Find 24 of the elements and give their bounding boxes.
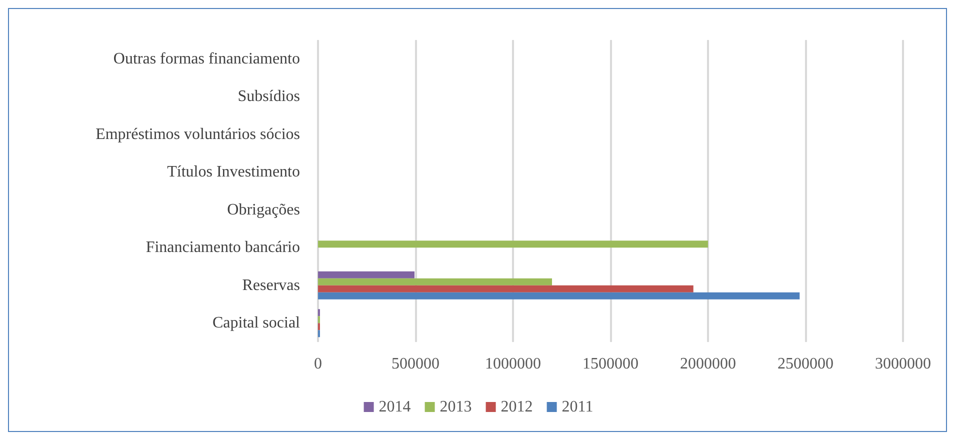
y-tick-label: Capital social	[212, 314, 301, 332]
x-tick-label: 1500000	[582, 356, 638, 372]
x-tick-label: 0	[314, 356, 322, 372]
y-tick-label: Obrigações	[227, 201, 300, 218]
y-tick-label: Outras formas financiamento	[113, 50, 300, 68]
x-tick-label: 500000	[392, 356, 440, 372]
legend-label: 2014	[378, 398, 411, 416]
y-tick-label: Financiamento bancário	[146, 239, 300, 256]
y-tick-label: Subsídios	[238, 88, 300, 106]
bar	[318, 271, 415, 278]
x-tick-label: 3000000	[875, 356, 931, 372]
legend-label: 2012	[500, 398, 533, 416]
legend-label: 2011	[562, 398, 594, 416]
bar	[318, 292, 800, 300]
bar	[318, 240, 708, 248]
x-tick-label: 1000000	[485, 356, 541, 372]
x-tick-label: 2500000	[778, 356, 834, 372]
bar	[318, 285, 694, 292]
x-tick-label: 2000000	[680, 356, 736, 372]
legend-label: 2013	[440, 398, 472, 416]
y-tick-label: Reservas	[242, 276, 300, 294]
bar	[318, 278, 552, 286]
y-tick-label: Empréstimos voluntários sócios	[96, 126, 300, 143]
y-tick-label: Títulos Investimento	[167, 164, 300, 181]
